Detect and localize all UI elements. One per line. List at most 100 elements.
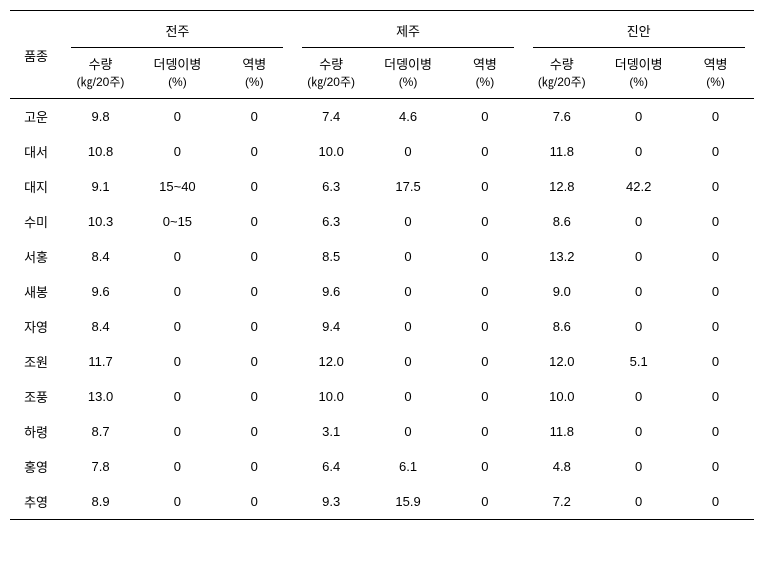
disease2-cell: 0 (677, 379, 754, 414)
variety-cell: 하령 (10, 414, 62, 449)
yield-cell: 6.3 (293, 204, 370, 239)
yield-cell: 10.8 (62, 134, 139, 169)
disease2-cell: 0 (677, 239, 754, 274)
metric-d2-2: 역병 (446, 48, 523, 73)
disease2-cell: 0 (677, 344, 754, 379)
yield-cell: 9.4 (293, 309, 370, 344)
disease1-cell: 6.1 (370, 449, 447, 484)
yield-cell: 11.7 (62, 344, 139, 379)
disease1-cell: 0 (600, 449, 677, 484)
disease1-cell: 0 (139, 344, 216, 379)
metric-d2-3: 역병 (677, 48, 754, 73)
yield-cell: 4.8 (523, 449, 600, 484)
disease1-cell: 0 (600, 134, 677, 169)
variety-cell: 조원 (10, 344, 62, 379)
table-row: 새봉9.6009.6009.000 (10, 274, 754, 309)
disease1-cell: 0 (600, 274, 677, 309)
yield-cell: 8.4 (62, 309, 139, 344)
disease1-cell: 0 (600, 99, 677, 135)
yield-cell: 6.3 (293, 169, 370, 204)
disease2-cell: 0 (216, 204, 293, 239)
disease2-cell: 0 (216, 344, 293, 379)
yield-cell: 8.6 (523, 204, 600, 239)
disease1-cell: 17.5 (370, 169, 447, 204)
yield-cell: 13.0 (62, 379, 139, 414)
unit-d2-2: (%) (446, 73, 523, 99)
yield-cell: 8.4 (62, 239, 139, 274)
disease1-cell: 42.2 (600, 169, 677, 204)
unit-header-row: (㎏/20주) (%) (%) (㎏/20주) (%) (%) (㎏/20주) … (10, 73, 754, 99)
disease2-cell: 0 (677, 169, 754, 204)
disease2-cell: 0 (446, 309, 523, 344)
yield-cell: 10.0 (293, 379, 370, 414)
disease1-cell: 0 (370, 309, 447, 344)
region-header-3: 진안 (523, 11, 754, 49)
yield-cell: 9.8 (62, 99, 139, 135)
yield-cell: 8.7 (62, 414, 139, 449)
yield-cell: 13.2 (523, 239, 600, 274)
disease2-cell: 0 (446, 379, 523, 414)
data-table: 품종 전주 제주 진안 수량 더뎅이병 역병 수량 더뎅이병 역병 수량 더뎅이… (10, 10, 754, 520)
disease1-cell: 0 (139, 484, 216, 520)
disease2-cell: 0 (216, 99, 293, 135)
disease2-cell: 0 (216, 484, 293, 520)
yield-cell: 11.8 (523, 134, 600, 169)
disease2-cell: 0 (446, 169, 523, 204)
unit-d1-2: (%) (370, 73, 447, 99)
variety-header: 품종 (10, 11, 62, 99)
table-row: 조원11.70012.00012.05.10 (10, 344, 754, 379)
unit-d1-3: (%) (600, 73, 677, 99)
disease2-cell: 0 (446, 344, 523, 379)
yield-cell: 7.8 (62, 449, 139, 484)
disease2-cell: 0 (446, 239, 523, 274)
unit-d2-1: (%) (216, 73, 293, 99)
disease2-cell: 0 (216, 239, 293, 274)
variety-cell: 수미 (10, 204, 62, 239)
table-row: 추영8.9009.315.907.200 (10, 484, 754, 520)
disease2-cell: 0 (446, 204, 523, 239)
yield-cell: 11.8 (523, 414, 600, 449)
metric-yield-1: 수량 (62, 48, 139, 73)
yield-cell: 12.0 (293, 344, 370, 379)
variety-cell: 추영 (10, 484, 62, 520)
table-row: 대지9.115~4006.317.5012.842.20 (10, 169, 754, 204)
disease1-cell: 0 (370, 134, 447, 169)
disease2-cell: 0 (677, 309, 754, 344)
disease2-cell: 0 (216, 274, 293, 309)
disease1-cell: 0 (139, 239, 216, 274)
yield-cell: 10.3 (62, 204, 139, 239)
disease2-cell: 0 (677, 449, 754, 484)
disease1-cell: 0 (139, 309, 216, 344)
disease1-cell: 0 (139, 379, 216, 414)
unit-yield-1: (㎏/20주) (62, 73, 139, 99)
variety-cell: 고운 (10, 99, 62, 135)
disease1-cell: 0 (370, 379, 447, 414)
disease1-cell: 0 (370, 414, 447, 449)
disease2-cell: 0 (216, 169, 293, 204)
disease2-cell: 0 (677, 484, 754, 520)
yield-cell: 9.1 (62, 169, 139, 204)
disease2-cell: 0 (216, 134, 293, 169)
metric-yield-3: 수량 (523, 48, 600, 73)
variety-cell: 조풍 (10, 379, 62, 414)
yield-cell: 9.3 (293, 484, 370, 520)
disease2-cell: 0 (216, 309, 293, 344)
disease1-cell: 0 (139, 414, 216, 449)
unit-yield-3: (㎏/20주) (523, 73, 600, 99)
disease2-cell: 0 (446, 134, 523, 169)
yield-cell: 9.6 (62, 274, 139, 309)
yield-cell: 9.6 (293, 274, 370, 309)
disease1-cell: 0 (139, 274, 216, 309)
metric-d1-2: 더뎅이병 (370, 48, 447, 73)
yield-cell: 7.6 (523, 99, 600, 135)
disease2-cell: 0 (446, 449, 523, 484)
metric-yield-2: 수량 (293, 48, 370, 73)
disease2-cell: 0 (677, 204, 754, 239)
disease1-cell: 15~40 (139, 169, 216, 204)
metric-d2-1: 역병 (216, 48, 293, 73)
table-row: 자영8.4009.4008.600 (10, 309, 754, 344)
yield-cell: 9.0 (523, 274, 600, 309)
table-row: 대서10.80010.00011.800 (10, 134, 754, 169)
region-header-1: 전주 (62, 11, 293, 49)
region-header-2: 제주 (293, 11, 524, 49)
